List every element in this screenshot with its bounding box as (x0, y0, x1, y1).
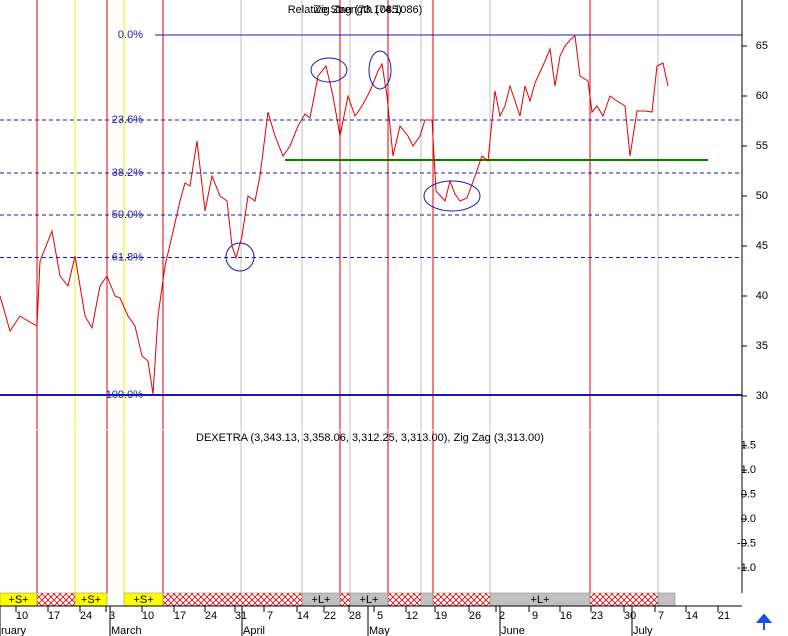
fib-label: 38.2% (112, 167, 143, 179)
y-tick-label: 40 (756, 290, 768, 302)
y2-tick-label: -1.0 (737, 562, 756, 574)
signal-segment (589, 592, 659, 607)
y2-tick-label: 0.0 (741, 513, 756, 525)
month-label: April (243, 625, 265, 636)
y-tick-label: 45 (756, 240, 768, 252)
lower-label: DEXETRA (3,343.13, 3,358.06, 3,312.25, 3… (196, 432, 544, 444)
y-tick-label: 50 (756, 190, 768, 202)
chart-title: Zig Zag (73.1085) (314, 4, 401, 16)
x-tick-label: 24 (205, 610, 217, 622)
x-tick-label: 9 (532, 610, 538, 622)
y-tick-label: 30 (756, 390, 768, 402)
signal-label: +L+ (312, 594, 331, 606)
signal-label: +L+ (360, 594, 379, 606)
x-tick-label: 7 (658, 610, 664, 622)
x-tick-label: 22 (324, 610, 336, 622)
x-tick-label: 19 (435, 610, 447, 622)
x-tick-label: 30 (624, 610, 636, 622)
signal-label: +S+ (133, 594, 153, 606)
x-tick-label: 5 (377, 610, 383, 622)
signal-label: +S+ (81, 594, 101, 606)
x-tick-label: 17 (48, 610, 60, 622)
signal-segment (36, 592, 76, 607)
highlight-ellipse (310, 57, 348, 83)
x-tick-label: 26 (469, 610, 481, 622)
y2-tick-label: 1.5 (741, 440, 756, 452)
signal-segment (420, 592, 434, 607)
signal-label: +S+ (8, 594, 28, 606)
fib-label: 50.0% (112, 209, 143, 221)
x-tick-label: 12 (406, 610, 418, 622)
x-tick-label: 23 (591, 610, 603, 622)
highlight-ellipse (368, 50, 392, 90)
signal-segment (657, 592, 676, 607)
month-label: March (111, 625, 142, 636)
fib-label: 100.0% (106, 389, 144, 401)
x-tick-label: 3 (109, 610, 115, 622)
fib-label: 0.0% (118, 29, 143, 41)
x-tick-label: 10 (142, 610, 154, 622)
y-tick-label: 60 (756, 90, 768, 102)
chart-title: Relative Strength (74.1086) (288, 4, 423, 16)
y-tick-label: 55 (756, 140, 768, 152)
x-tick-label: 31 (235, 610, 247, 622)
signal-segment (432, 592, 491, 607)
x-tick-label: 2 (499, 610, 505, 622)
y2-tick-label: 1.0 (741, 464, 756, 476)
highlight-ellipse (225, 242, 255, 272)
y-tick-label: 65 (756, 40, 768, 52)
y-tick-label: 35 (756, 340, 768, 352)
fib-label: 61.8% (112, 251, 143, 263)
signal-segment (339, 592, 351, 607)
x-tick-label: 14 (686, 610, 698, 622)
x-tick-label: 21 (718, 610, 730, 622)
x-tick-label: 10 (16, 610, 28, 622)
price-line (0, 35, 669, 395)
y2-tick-label: -0.5 (737, 537, 756, 549)
month-label: June (501, 625, 525, 636)
x-tick-label: 14 (297, 610, 309, 622)
month-label: May (369, 625, 390, 636)
fib-label: 23.6% (112, 114, 143, 126)
x-tick-label: 7 (267, 610, 273, 622)
signal-label: +L+ (531, 594, 550, 606)
y2-tick-label: 0.5 (741, 488, 756, 500)
x-tick-label: 24 (80, 610, 92, 622)
month-label: ruary (1, 625, 27, 636)
scroll-arrow[interactable] (755, 613, 773, 630)
month-label: July (633, 625, 653, 636)
highlight-ellipse (423, 180, 481, 212)
x-tick-label: 16 (560, 610, 572, 622)
signal-segment (387, 592, 422, 607)
signal-segment (162, 592, 303, 607)
x-tick-label: 17 (174, 610, 186, 622)
x-tick-label: 28 (349, 610, 361, 622)
